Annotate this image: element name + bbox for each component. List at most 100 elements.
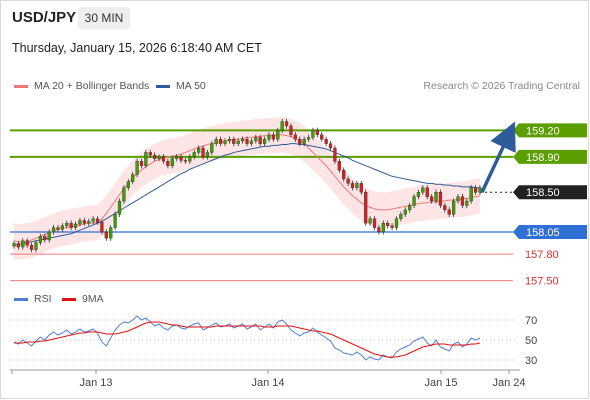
candle-body <box>355 183 359 188</box>
candle-body <box>148 152 152 156</box>
level-tag-158-50 <box>513 185 587 200</box>
candle <box>161 154 166 164</box>
candle <box>430 193 434 204</box>
candle <box>227 136 232 144</box>
candle <box>262 136 267 147</box>
candle-body <box>372 218 377 228</box>
candle-body <box>337 161 341 171</box>
level-label-158-90: 158.90 <box>526 152 560 164</box>
candle-body <box>38 236 43 243</box>
candle <box>399 211 403 222</box>
candle-body <box>451 200 456 215</box>
candle <box>377 224 381 235</box>
rsi-swatch <box>14 297 28 301</box>
candle <box>73 221 78 231</box>
candle <box>34 239 38 253</box>
level-label-157-50: 157.50 <box>525 276 559 288</box>
candle-body <box>284 121 289 127</box>
candle <box>170 155 174 169</box>
candle-body <box>342 169 346 180</box>
ma9-legend-label: 9MA <box>82 293 104 305</box>
candle-body <box>104 231 108 239</box>
candle-body <box>109 227 113 239</box>
candle-body <box>390 225 394 228</box>
level-label-157-80: 157.80 <box>525 249 559 261</box>
candle-body <box>56 227 60 230</box>
candle-body <box>350 183 355 188</box>
candle <box>403 207 407 217</box>
candle <box>302 136 306 147</box>
rsi-tick-50: 50 <box>525 335 537 347</box>
candle-body <box>214 138 218 144</box>
candle-body <box>328 143 333 149</box>
candle-body <box>131 174 135 182</box>
candle <box>205 149 210 160</box>
candle <box>113 211 117 231</box>
candle-body <box>249 140 254 144</box>
candle <box>386 220 390 229</box>
candle-body <box>408 205 412 211</box>
price-levels-layer: 159.20 158.90 158.50 158.05 157.80 157.50 <box>10 123 587 288</box>
candle <box>320 132 324 142</box>
candle-body <box>315 130 319 135</box>
candlestick-layer <box>12 118 482 253</box>
legend-ma20: MA 20 + Bollinger Bands <box>14 80 149 92</box>
ma50-swatch <box>156 84 170 88</box>
candle-body <box>236 140 240 144</box>
candle-body <box>153 154 157 159</box>
candle <box>258 134 262 147</box>
candle-body <box>438 192 443 206</box>
research-credit: Research © 2026 Trading Central <box>423 80 580 92</box>
rsi-legend-label: RSI <box>34 293 52 305</box>
candle-body <box>425 187 429 197</box>
candle <box>465 198 469 209</box>
candle-body <box>254 137 258 142</box>
candle <box>355 180 359 191</box>
candle <box>447 207 451 217</box>
x-tick-label: Jan 13 <box>79 377 112 389</box>
candle <box>394 216 399 231</box>
candle-body <box>161 156 166 162</box>
candle <box>254 134 258 144</box>
candle-body <box>87 221 91 224</box>
candle-body <box>78 220 82 225</box>
candle <box>197 145 201 156</box>
candle <box>280 118 284 133</box>
rsi-tick-30: 30 <box>525 355 537 367</box>
candle <box>293 132 297 142</box>
candle <box>240 136 245 144</box>
candle <box>166 158 170 169</box>
x-tick-label: Jan 24 <box>492 377 525 389</box>
candle-body <box>245 138 249 144</box>
candle-body <box>157 156 161 159</box>
rsi-ma9-line <box>14 321 481 358</box>
timeframe-badge[interactable]: 30 MIN <box>78 7 130 29</box>
candle <box>131 171 135 185</box>
candle <box>381 220 385 235</box>
candle-body <box>258 137 262 144</box>
candle-body <box>381 222 385 233</box>
candle <box>390 223 394 231</box>
candle <box>139 158 144 169</box>
candle-body <box>377 227 381 233</box>
candle <box>51 224 56 235</box>
candle <box>91 216 95 225</box>
candle <box>153 152 157 162</box>
candle-body <box>210 143 214 153</box>
candle-body <box>311 130 315 138</box>
candle <box>47 229 51 243</box>
candle-body <box>21 240 25 248</box>
candle <box>148 149 152 158</box>
candle <box>232 136 236 147</box>
candle <box>157 154 161 162</box>
candle-body <box>16 243 21 248</box>
candle-body <box>368 218 372 224</box>
candle <box>276 127 280 142</box>
candle-body <box>412 196 416 206</box>
candle <box>271 132 276 142</box>
candle-body <box>51 227 56 233</box>
candle <box>364 189 368 226</box>
candle <box>104 229 108 241</box>
candle-body <box>117 200 122 215</box>
